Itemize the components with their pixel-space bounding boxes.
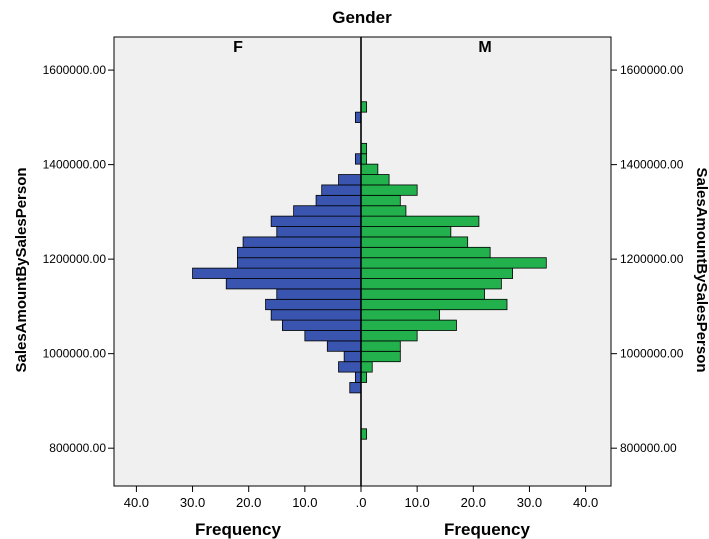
bar-female — [270, 309, 362, 321]
y-tick-label-left: 1600000.00 — [43, 63, 107, 77]
bar-female — [237, 257, 362, 269]
bar-female — [192, 267, 362, 279]
x-tick-label-right: 20.0 — [461, 495, 486, 510]
bar-female — [354, 371, 362, 383]
bar-male — [360, 309, 441, 321]
bars-female — [192, 111, 362, 394]
bar-male — [360, 205, 407, 217]
bar-male — [360, 142, 368, 155]
bar-female — [237, 246, 362, 259]
bar-male — [360, 194, 401, 207]
bar-male — [360, 153, 368, 165]
bar-female — [338, 361, 362, 373]
x-tick-label-left: 20.0 — [236, 495, 261, 510]
bar-female — [225, 278, 362, 290]
bar-male — [360, 288, 485, 300]
bar-female — [304, 330, 362, 342]
y-tick-label-right: 1200000.00 — [620, 252, 684, 266]
x-axis-label-left: Frequency — [195, 520, 282, 539]
bar-male — [360, 298, 508, 311]
bar-male — [360, 174, 390, 186]
bar-female — [338, 174, 362, 186]
bar-male — [360, 278, 502, 290]
bar-male — [360, 330, 418, 342]
bar-female — [354, 111, 362, 123]
bar-female — [293, 205, 362, 217]
bar-male — [360, 350, 401, 363]
x-tick-label-right: 30.0 — [517, 495, 542, 510]
x-tick-label-left: 10.0 — [292, 495, 317, 510]
x-tick-label-left: .0 — [356, 495, 367, 510]
bar-male — [360, 361, 373, 373]
chart-title: Gender — [332, 8, 392, 27]
bar-male — [360, 246, 491, 259]
bar-female — [343, 350, 362, 363]
bar-male — [360, 257, 547, 269]
y-tick-label-right: 1000000.00 — [620, 347, 684, 361]
y-axis-label-right: SalesAmountBySalesPerson — [693, 167, 709, 372]
x-tick-label-left: 40.0 — [124, 495, 149, 510]
bar-female — [349, 382, 362, 394]
bar-female — [276, 226, 362, 238]
x-tick-label-right: 40.0 — [573, 495, 598, 510]
bar-female — [281, 319, 362, 331]
x-axis-label-right: Frequency — [444, 520, 531, 539]
bar-female — [265, 298, 362, 311]
bar-male — [360, 184, 418, 196]
bar-female — [276, 288, 362, 300]
bar-male — [360, 319, 457, 331]
bar-male — [360, 267, 514, 279]
bar-female — [242, 236, 362, 248]
bar-female — [326, 340, 362, 352]
y-tick-label-right: 800000.00 — [620, 441, 677, 455]
axes: 800000.00 800000.00 1000000.00 1000000.00 12… — [43, 37, 684, 510]
y-tick-label-left: 800000.00 — [49, 441, 106, 455]
panel-title-female: F — [233, 39, 243, 56]
bar-male — [360, 101, 368, 113]
x-tick-label-left: 30.0 — [180, 495, 205, 510]
panel-title-male: M — [478, 39, 491, 56]
y-tick-label-left: 1400000.00 — [43, 158, 107, 172]
y-tick-label-right: 1600000.00 — [620, 63, 684, 77]
bar-male — [360, 236, 469, 248]
bar-female — [270, 215, 362, 227]
bar-male — [360, 163, 379, 175]
bar-female — [354, 153, 362, 165]
bar-female — [315, 194, 362, 207]
y-axis-label-left: SalesAmountBySalesPerson — [13, 167, 30, 372]
y-tick-label-left: 1000000.00 — [43, 347, 107, 361]
bars-male — [360, 101, 547, 440]
bar-male — [360, 340, 401, 352]
y-tick-label-right: 1400000.00 — [620, 158, 684, 172]
y-tick-label-left: 1200000.00 — [43, 252, 107, 266]
x-tick-label-right: 10.0 — [404, 495, 429, 510]
bar-female — [321, 184, 362, 196]
bar-male — [360, 371, 368, 383]
bar-male — [360, 428, 368, 440]
bar-male — [360, 215, 480, 227]
bar-male — [360, 226, 452, 238]
